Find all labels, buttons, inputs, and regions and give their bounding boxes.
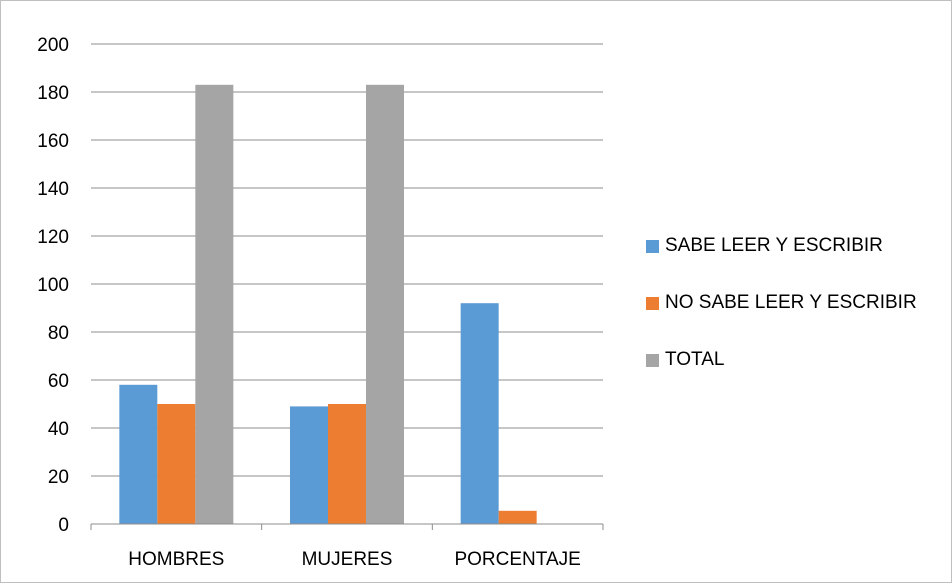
y-tick-label-40: 40 <box>48 419 69 440</box>
bars <box>119 84 537 525</box>
bar-mujeres-series-1 <box>328 404 366 524</box>
y-tick-label-60: 60 <box>48 371 69 392</box>
x-axis-tick-labels: HOMBRES MUJERES PORCENTAJE <box>128 549 581 570</box>
y-tick-label-140: 140 <box>37 179 69 200</box>
legend-item-no-sabe: NO SABE LEER Y ESCRIBIR <box>646 292 917 313</box>
y-tick-label-80: 80 <box>48 323 69 344</box>
legend-label-sabe: SABE LEER Y ESCRIBIR <box>665 235 883 256</box>
x-tick-label-hombres: HOMBRES <box>128 549 224 570</box>
legend-item-total: TOTAL <box>646 349 917 370</box>
bar-porcentaje-series-1 <box>498 510 537 524</box>
y-tick-label-0: 0 <box>58 515 69 536</box>
legend-swatch-no-sabe <box>646 296 659 310</box>
y-tick-label-100: 100 <box>37 275 69 296</box>
y-tick-label-160: 160 <box>37 131 69 152</box>
bar-hombres-series-0 <box>119 384 158 524</box>
x-tick-label-mujeres: MUJERES <box>302 549 393 570</box>
y-tick-label-20: 20 <box>48 467 69 488</box>
bar-porcentaje-series-0 <box>460 303 499 524</box>
bar-hombres-series-1 <box>157 404 196 524</box>
y-tick-label-200: 200 <box>37 35 69 56</box>
legend-label-no-sabe: NO SABE LEER Y ESCRIBIR <box>665 292 917 313</box>
legend: SABE LEER Y ESCRIBIR NO SABE LEER Y ESCR… <box>646 235 917 407</box>
y-tick-label-120: 120 <box>37 227 69 248</box>
y-tick-label-180: 180 <box>37 83 69 104</box>
legend-swatch-sabe <box>646 239 659 253</box>
legend-swatch-total <box>646 353 659 367</box>
bar-mujeres-series-2 <box>366 84 404 525</box>
x-axis <box>90 523 604 530</box>
x-tick-label-porcentaje: PORCENTAJE <box>454 549 580 570</box>
legend-item-sabe: SABE LEER Y ESCRIBIR <box>646 235 917 256</box>
y-axis-tick-labels: 0 20 40 60 80 100 120 140 160 180 200 <box>37 35 69 536</box>
bar-mujeres-series-0 <box>290 406 328 524</box>
legend-label-total: TOTAL <box>665 349 725 370</box>
bar-hombres-series-2 <box>195 84 234 525</box>
